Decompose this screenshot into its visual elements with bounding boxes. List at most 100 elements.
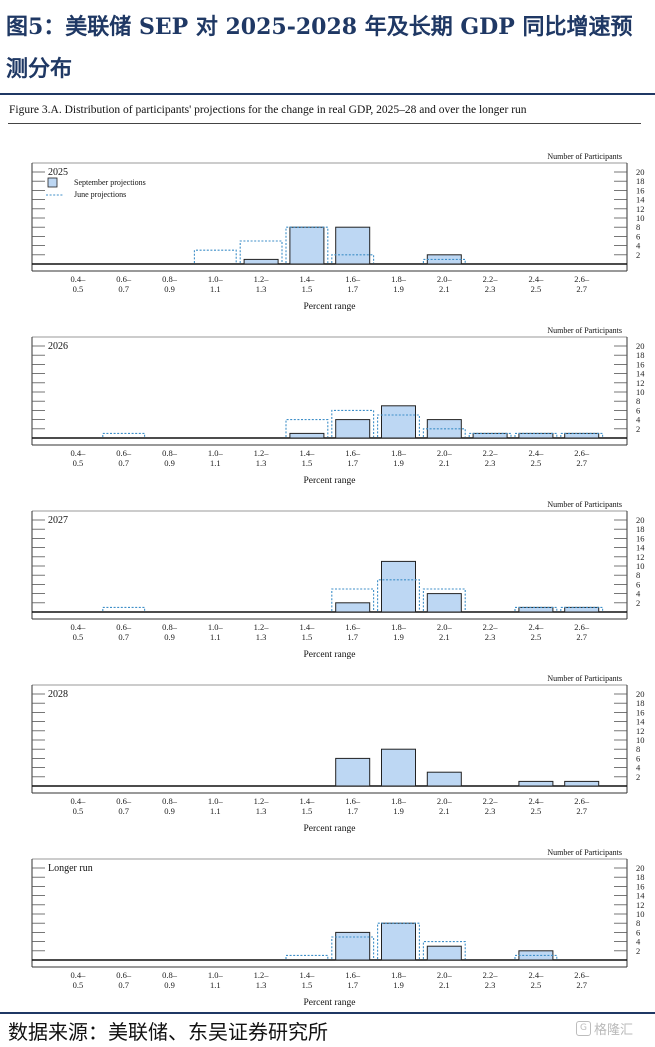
x-tick-label: 1.9 [393,806,404,816]
y-tick-label: 16 [636,533,645,543]
x-tick-label: 1.6– [345,274,361,284]
chart-panel-4 [31,858,628,968]
september-bar [426,945,462,961]
x-tick-label: 1.0– [208,448,224,458]
june-projection-outline [193,226,466,263]
x-tick-label: 2.0– [437,796,453,806]
x-tick-label: 2.7 [576,806,587,816]
x-tick-label: 2.4– [528,796,544,806]
panel-year-label: 2026 [48,341,68,352]
x-tick-label: 1.8– [391,448,407,458]
x-tick-label: 0.5 [73,458,84,468]
x-tick-label: 1.0– [208,970,224,980]
caption-divider [8,123,641,124]
x-tick-label: 0.5 [73,806,84,816]
y-tick-label: 14 [636,891,645,901]
x-tick-label: 2.3 [485,632,496,642]
y-tick-label: 20 [636,689,645,699]
x-tick-label: 2.7 [576,284,587,294]
x-tick-label: 1.5 [302,980,313,990]
y-tick-label: 10 [636,387,645,397]
y-tick-label: 14 [636,543,645,553]
september-bar [381,748,416,787]
x-tick-label: 2.0– [437,622,453,632]
september-bar [335,757,371,787]
y-tick-label: 20 [636,167,645,177]
y-tick-label: 4 [636,589,641,599]
x-tick-label: 0.4– [70,970,86,980]
x-tick-label: 2.5 [531,284,542,294]
x-tick-label: 2.0– [437,448,453,458]
x-tick-label: 1.0– [208,274,224,284]
x-tick-label: 2.7 [576,632,587,642]
chart-panel-1 [31,336,628,446]
y-tick-label: 20 [636,341,645,351]
x-tick-label: 1.3 [256,980,267,990]
y-axis-label: Number of Participants [547,152,622,161]
x-tick-label: 2.6– [574,448,590,458]
y-tick-label: 8 [636,918,640,928]
y-tick-label: 12 [636,900,645,910]
september-bar [518,432,554,439]
x-tick-label: 1.0– [208,796,224,806]
source-divider [0,1012,655,1014]
x-tick-label: 0.4– [70,274,86,284]
september-bar [518,780,554,787]
watermark: G 格隆汇 [576,1019,633,1038]
panel-year-label: Longer run [48,863,93,874]
x-tick-label: 0.6– [116,796,132,806]
y-tick-label: 20 [636,863,645,873]
x-tick-label: 1.7 [347,980,358,990]
x-tick-label: 2.1 [439,458,450,468]
y-axis-label: Number of Participants [547,326,622,335]
september-bar [426,593,462,613]
x-tick-label: 1.9 [393,632,404,642]
x-tick-label: 0.6– [116,622,132,632]
x-tick-label: 0.5 [73,632,84,642]
y-axis-label: Number of Participants [547,500,622,509]
y-tick-label: 16 [636,185,645,195]
y-tick-label: 18 [636,872,645,882]
legend-september-swatch [47,177,58,188]
september-bar [381,405,416,439]
september-bar [518,606,554,613]
x-tick-label: 1.5 [302,632,313,642]
x-tick-label: 1.1 [210,980,221,990]
figure-caption: Figure 3.A. Distribution of participants… [9,104,527,116]
panel-year-label: 2027 [48,515,68,526]
x-tick-label: 1.6– [345,448,361,458]
x-tick-label: 2.6– [574,622,590,632]
y-tick-label: 4 [636,937,641,947]
x-tick-label: 1.4– [299,970,315,980]
x-tick-label: 0.4– [70,448,86,458]
chart-panel-3 [31,684,628,794]
x-axis-label: Percent range [304,476,356,486]
x-tick-label: 1.1 [210,632,221,642]
june-projection-outline [285,922,558,959]
x-tick-label: 0.9 [164,980,175,990]
y-tick-label: 2 [636,424,640,434]
x-tick-label: 2.5 [531,632,542,642]
x-tick-label: 0.7 [118,980,129,990]
x-tick-label: 2.4– [528,622,544,632]
x-tick-label: 1.2– [254,448,270,458]
chart-panel-2 [31,510,628,620]
y-tick-label: 10 [636,909,645,919]
y-tick-label: 2 [636,250,640,260]
september-bar [289,226,325,265]
x-tick-label: 0.7 [118,806,129,816]
x-tick-label: 0.9 [164,806,175,816]
y-tick-label: 6 [636,231,640,241]
y-axis-label: Number of Participants [547,674,622,683]
x-tick-label: 2.2– [483,274,499,284]
y-tick-label: 6 [636,579,640,589]
x-tick-label: 2.5 [531,458,542,468]
x-tick-label: 0.7 [118,284,129,294]
x-tick-label: 1.4– [299,448,315,458]
y-tick-label: 8 [636,570,640,580]
x-tick-label: 1.6– [345,622,361,632]
x-tick-label: 1.7 [347,284,358,294]
x-tick-label: 0.8– [162,448,178,458]
x-tick-label: 0.6– [116,448,132,458]
